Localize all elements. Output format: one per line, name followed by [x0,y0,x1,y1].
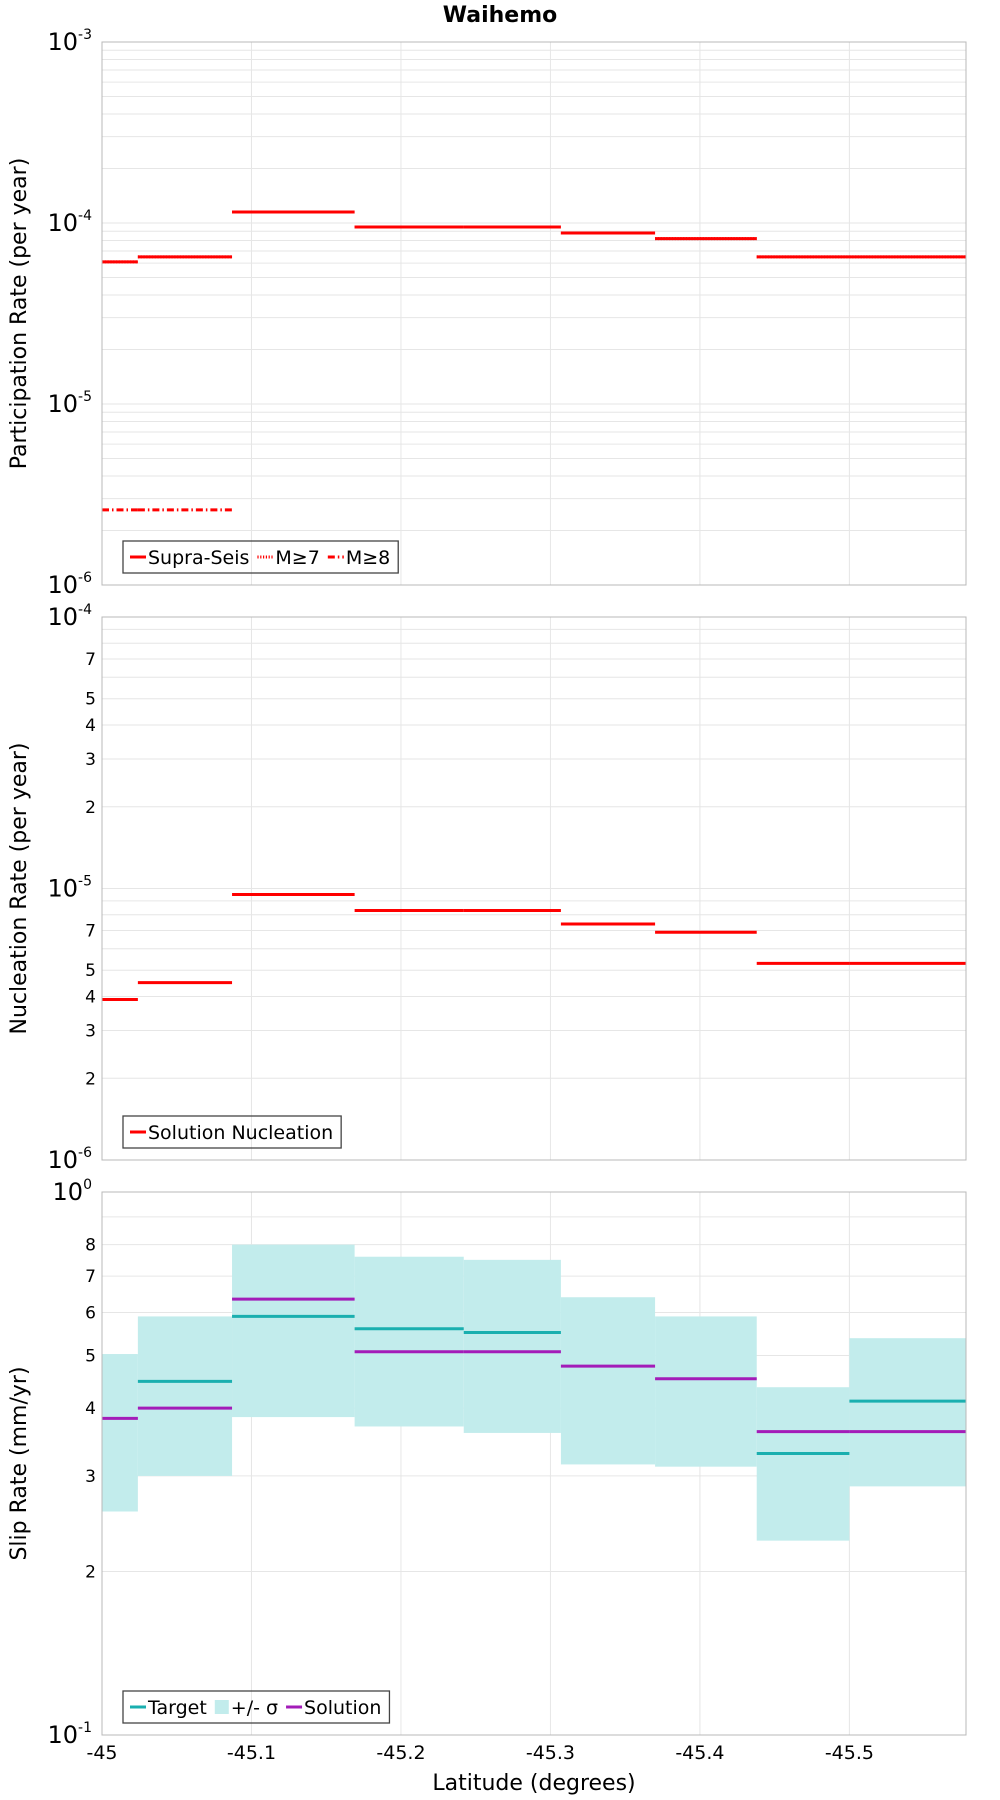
y-tick-label: 2 [85,1069,96,1089]
y-tick-label: 10-5 [47,874,92,903]
legend-label: M≥8 [346,547,390,569]
slip-plot-frame [101,1191,967,1736]
slip-legend: Target +/- σ Solution [122,1690,391,1724]
x-tick-label: -45.4 [675,1742,724,1764]
y-tick-label: 10-1 [47,1720,92,1749]
slip-sigma-band [102,1244,966,1541]
y-tick-label: 8 [85,1236,96,1256]
sigma-band-segment [354,1256,464,1427]
sigma-band-segment [560,1297,656,1465]
slip-series-target [137,1314,966,1455]
panel-slip: 100 8 7 6 5 4 3 2 10-1 Slip Rate (mm/yr) Target +/-… [7,1177,967,1796]
legend-label: M≥7 [275,547,319,569]
legend-box [122,1690,391,1724]
y-tick-label: 10-6 [47,1145,92,1174]
participation-plot-frame [101,41,967,586]
x-axis-label: Latitude (degrees) [432,1771,635,1796]
chart-title: Waihemo [443,3,558,28]
y-tick-label: 10-4 [47,602,92,631]
participation-gridlines [102,42,966,585]
y-tick-label: 2 [85,798,96,818]
y-tick-label: 10-4 [47,208,92,237]
panel-nucleation: 10-4 7 5 4 3 2 10-5 7 5 4 3 2 10-6 Nucleation Rate (p… [7,602,967,1174]
sigma-band-segment [137,1316,233,1476]
x-tick-label: -45.1 [227,1742,276,1764]
x-tick-label: -45.3 [526,1742,575,1764]
chart-panels: 10-3 10-4 10-5 10-6 Participation Rate (per … [7,27,967,1796]
legend-label: Solution [304,1697,381,1719]
sigma-band-segment [232,1244,355,1418]
nucleation-legend: Solution Nucleation [122,1115,342,1149]
y-tick-label: 10-6 [47,570,92,599]
y-tick-label: 5 [85,1346,96,1366]
y-tick-label: 4 [85,716,96,736]
legend-label: +/- σ [231,1697,278,1719]
y-tick-label: 3 [85,750,96,770]
x-tick-label: -45 [86,1742,117,1764]
legend-box [122,1115,342,1149]
x-tick-label: -45.2 [376,1742,425,1764]
legend-label: Solution Nucleation [148,1122,333,1144]
sigma-band-segment [463,1259,561,1433]
y-tick-label: 6 [85,1303,96,1323]
participation-y-axis-label: Participation Rate (per year) [7,158,32,470]
y-tick-label: 2 [85,1563,96,1583]
slip-series-solution [102,1297,966,1434]
y-tick-label: 5 [85,690,96,710]
y-tick-label: 7 [85,1267,96,1287]
slip-y-axis-label: Slip Rate (mm/yr) [7,1366,32,1560]
y-tick-label: 4 [85,988,96,1008]
nucleation-series-solution-nucleation [102,893,966,1002]
panel-participation: 10-3 10-4 10-5 10-6 Participation Rate (per … [7,27,967,599]
x-tick-label: -45.5 [825,1742,874,1764]
legend-box [122,540,399,574]
y-tick-label: 7 [85,922,96,942]
y-tick-label: 4 [85,1399,96,1419]
nucleation-gridlines [102,617,966,1160]
y-tick-label: 10-3 [47,27,92,56]
participation-legend: Supra-Seis M≥7 M≥8 [122,540,399,574]
y-tick-label: 10-5 [47,389,92,418]
y-tick-label: 3 [85,1467,96,1487]
y-tick-label: 3 [85,1021,96,1041]
y-tick-label: 5 [85,961,96,981]
sigma-band-segment [655,1316,757,1467]
y-tick-label: 7 [85,650,96,670]
legend-label: Target [147,1697,207,1719]
participation-series-m-7 [102,210,966,264]
nucleation-y-axis-label: Nucleation Rate (per year) [7,743,32,1035]
legend-swatch [214,1700,229,1714]
sigma-band-segment [849,1338,966,1487]
sigma-band-segment [102,1354,138,1512]
sigma-band-segment [756,1387,850,1541]
nucleation-plot-frame [101,616,967,1161]
legend-label: Supra-Seis [148,547,249,569]
y-tick-label: 100 [53,1177,92,1206]
